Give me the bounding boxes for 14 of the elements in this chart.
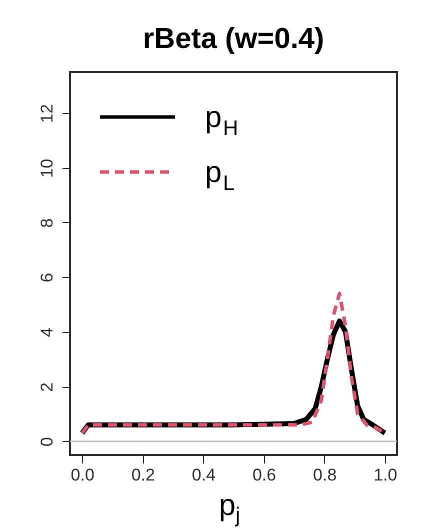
x-tick-label: 0.0 bbox=[70, 466, 94, 484]
chart-title: rBeta (w=0.4) bbox=[142, 23, 324, 55]
y-tick-label: 2 bbox=[38, 382, 56, 392]
x-tick-label: 0.8 bbox=[313, 466, 337, 484]
y-tick-label: 4 bbox=[38, 328, 56, 338]
y-tick-label: 6 bbox=[38, 272, 56, 282]
y-tick-label: 0 bbox=[38, 437, 56, 447]
y-tick-label: 10 bbox=[38, 158, 56, 178]
x-tick-label: 0.2 bbox=[131, 466, 155, 484]
y-tick-label: 12 bbox=[38, 104, 56, 123]
x-tick-label: 1.0 bbox=[374, 466, 398, 484]
x-tick-label: 0.6 bbox=[252, 466, 276, 484]
y-tick-label: 8 bbox=[38, 218, 56, 228]
x-tick-label: 0.4 bbox=[192, 466, 216, 484]
